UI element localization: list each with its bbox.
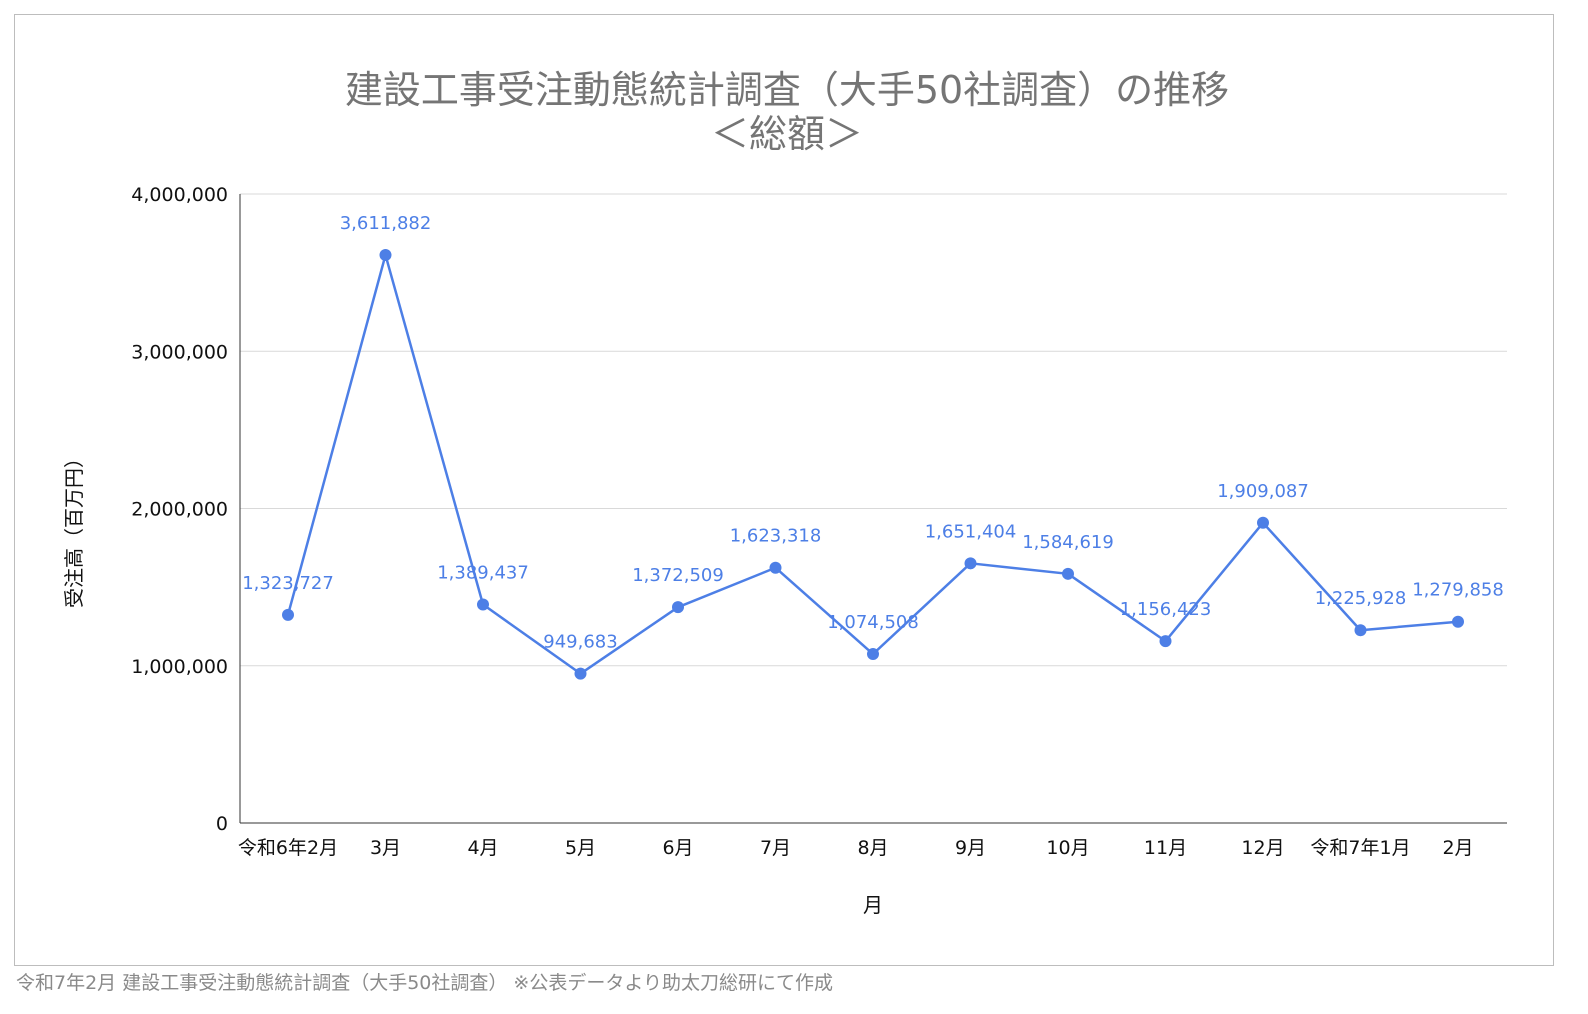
x-tick-label: 3月 — [370, 837, 401, 859]
data-point — [1062, 567, 1074, 580]
data-label: 949,683 — [543, 632, 617, 653]
x-tick-label: 11月 — [1144, 837, 1187, 859]
x-tick-label: 令和7年1月 — [1310, 837, 1410, 859]
data-point — [1354, 624, 1367, 637]
x-tick-label: 8月 — [857, 837, 888, 859]
data-label: 1,623,318 — [730, 526, 822, 547]
y-tick-label: 3,000,000 — [131, 341, 228, 363]
x-tick-label: 10月 — [1046, 837, 1089, 859]
x-axis-title: 月 — [863, 893, 883, 917]
x-tick-label: 4月 — [467, 837, 498, 859]
y-axis-ticks: 0 1,000,000 2,000,000 3,000,000 4,000,000 — [131, 184, 228, 835]
data-point — [1452, 615, 1464, 628]
data-point — [769, 561, 782, 574]
data-point — [1257, 516, 1269, 529]
data-label: 1,651,404 — [925, 521, 1017, 542]
chart-frame: 建設工事受注動態統計調査（大手50社調査）の推移 ＜総額＞ 0 1,000,000… — [14, 14, 1554, 966]
x-tick-label: 9月 — [955, 837, 986, 859]
data-label: 1,323,727 — [242, 573, 334, 594]
x-tick-label: 7月 — [760, 837, 791, 859]
y-tick-label: 1,000,000 — [131, 656, 228, 678]
y-tick-label: 2,000,000 — [131, 499, 228, 521]
data-label: 1,389,437 — [437, 563, 529, 584]
series-polyline — [286, 253, 1459, 675]
data-label: 1,584,619 — [1022, 532, 1114, 553]
data-label: 1,156,423 — [1120, 599, 1212, 620]
x-tick-label: 2月 — [1442, 837, 1473, 859]
data-label: 1,225,928 — [1315, 588, 1407, 609]
data-label: 1,074,508 — [827, 612, 919, 633]
data-label: 1,279,858 — [1412, 580, 1504, 601]
y-tick-label: 4,000,000 — [131, 184, 228, 206]
y-tick-label: 0 — [216, 813, 228, 835]
data-label: 1,909,087 — [1217, 481, 1309, 502]
data-point — [1159, 635, 1172, 648]
data-point — [867, 648, 879, 661]
chart-title: 建設工事受注動態統計調査（大手50社調査）の推移 — [345, 68, 1229, 112]
line-chart: 建設工事受注動態統計調査（大手50社調査）の推移 ＜総額＞ 0 1,000,000… — [62, 68, 1507, 917]
data-point — [477, 598, 489, 611]
x-tick-label: 5月 — [565, 837, 596, 859]
y-axis-title: 受注高（百万円） — [62, 448, 86, 608]
series-line — [286, 253, 1459, 675]
gridlines — [240, 193, 1507, 667]
data-point — [672, 601, 684, 614]
data-point — [964, 557, 977, 570]
x-tick-label: 6月 — [662, 837, 693, 859]
data-labels: 1,323,727 3,611,882 1,389,437 949,683 1,372,… — [242, 213, 1504, 653]
data-point — [282, 608, 294, 621]
x-tick-label: 令和6年2月 — [238, 837, 338, 859]
data-point — [574, 667, 587, 680]
data-label: 1,372,509 — [632, 565, 724, 586]
data-point — [379, 249, 392, 262]
data-label: 3,611,882 — [340, 213, 432, 234]
source-note: 令和7年2月 建設工事受注動態統計調査（大手50社調査） ※公表データより助太刀… — [16, 972, 833, 994]
chart-subtitle: ＜総額＞ — [711, 112, 863, 156]
x-tick-label: 12月 — [1241, 837, 1284, 859]
x-axis-ticks: 令和6年2月 3月 4月 5月 6月 7月 8月 9月 10月 11月 12月 令和7年1月 2月 — [238, 837, 1474, 859]
data-points — [282, 249, 1464, 680]
